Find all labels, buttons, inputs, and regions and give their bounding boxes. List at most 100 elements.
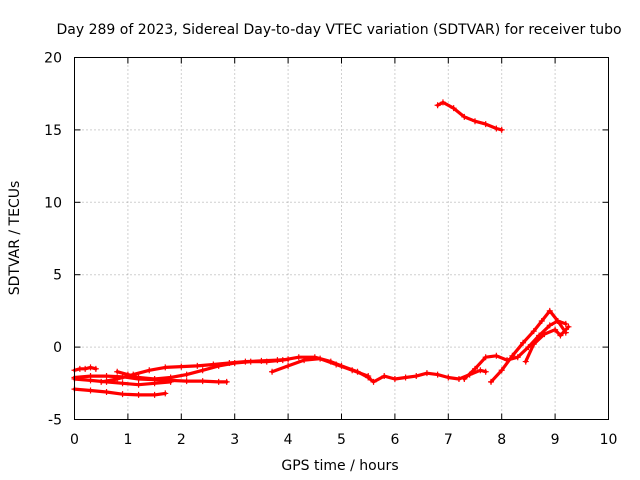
chart-title: Day 289 of 2023, Sidereal Day-to-day VTE…: [56, 22, 621, 38]
data-point: [522, 358, 529, 365]
data-point: [472, 365, 478, 372]
series-track-j: [522, 323, 572, 365]
data-point: [546, 307, 553, 314]
data-point: [546, 322, 553, 329]
data-point: [98, 378, 105, 385]
data-point: [552, 326, 559, 333]
data-point: [183, 378, 190, 385]
series-line: [524, 325, 571, 364]
data-point: [87, 377, 94, 384]
data-point: [87, 387, 94, 394]
data-point: [381, 373, 388, 380]
data-point: [520, 339, 527, 346]
y-tick-label: -5: [48, 413, 62, 429]
data-point: [530, 328, 537, 335]
series-track-f: [114, 354, 489, 385]
data-point: [247, 358, 254, 365]
x-tick-label: 1: [123, 432, 132, 448]
x-tick-label: 8: [497, 432, 506, 448]
data-point: [119, 391, 126, 398]
x-tick-label: 6: [390, 432, 399, 448]
data-point: [565, 323, 572, 330]
data-point: [509, 352, 516, 359]
data-point: [333, 361, 340, 368]
x-tick-label: 4: [284, 432, 293, 448]
data-point: [498, 367, 505, 374]
x-axis-label: GPS time / hours: [281, 458, 398, 474]
data-point: [301, 357, 308, 364]
data-point: [317, 355, 324, 362]
y-tick-label: 20: [44, 51, 62, 67]
data-point: [215, 378, 222, 385]
series-track-d: [71, 386, 169, 398]
data-point: [124, 371, 131, 378]
data-point: [455, 375, 462, 382]
y-tick-label: 5: [53, 268, 62, 284]
data-point: [365, 373, 372, 380]
data-point: [279, 357, 286, 364]
data-point: [562, 320, 569, 327]
data-point: [87, 364, 94, 371]
data-point: [269, 368, 276, 375]
data-point: [554, 318, 561, 325]
data-point: [450, 105, 457, 112]
y-tick-label: 15: [44, 123, 62, 139]
data-point: [199, 378, 206, 385]
data-point: [530, 341, 537, 348]
data-point: [135, 374, 142, 381]
data-point: [151, 391, 158, 398]
data-point: [434, 371, 441, 378]
series-track-i: [488, 307, 569, 385]
data-point: [461, 113, 468, 120]
data-point: [525, 344, 532, 351]
data-point: [151, 375, 158, 382]
data-point: [146, 367, 153, 374]
data-point: [461, 375, 468, 382]
data-point: [402, 374, 409, 381]
data-point: [349, 367, 356, 374]
x-tick-label: 9: [551, 432, 560, 448]
x-tick-label: 0: [70, 432, 79, 448]
data-point: [493, 352, 500, 359]
data-point: [498, 126, 505, 133]
data-point: [557, 332, 564, 339]
data-point: [178, 363, 185, 370]
y-tick-label: 0: [53, 340, 62, 356]
data-point: [434, 102, 441, 109]
data-point: [493, 125, 500, 132]
data-point: [167, 374, 174, 381]
data-point: [482, 368, 489, 375]
data-point: [423, 370, 430, 377]
data-point: [482, 354, 489, 361]
data-point: [92, 365, 99, 372]
data-point: [135, 381, 142, 388]
data-point: [391, 375, 398, 382]
data-point: [514, 354, 521, 361]
data-series: [71, 99, 572, 398]
data-point: [114, 368, 121, 375]
x-tick-label: 2: [177, 432, 186, 448]
data-point: [103, 388, 110, 395]
series-line: [436, 100, 504, 132]
data-point: [488, 378, 495, 385]
series-track-k: [434, 99, 505, 133]
data-point: [439, 99, 446, 106]
data-point: [76, 365, 83, 372]
data-point: [295, 354, 302, 361]
data-point: [370, 378, 377, 385]
data-point: [482, 121, 489, 128]
axis-ticks: 0 1 2 3 4 5 6 7 8 9 10 -5 0 5 10 15 20: [44, 51, 617, 449]
data-point: [477, 367, 484, 374]
data-point: [114, 375, 121, 382]
data-point: [135, 391, 142, 398]
data-point: [215, 362, 222, 369]
data-point: [162, 364, 169, 371]
x-tick-label: 10: [600, 432, 618, 448]
data-point: [199, 367, 206, 374]
data-point: [413, 373, 420, 380]
series-track-g: [269, 355, 372, 380]
data-point: [263, 358, 270, 365]
x-tick-label: 5: [337, 432, 346, 448]
data-point: [103, 373, 110, 380]
